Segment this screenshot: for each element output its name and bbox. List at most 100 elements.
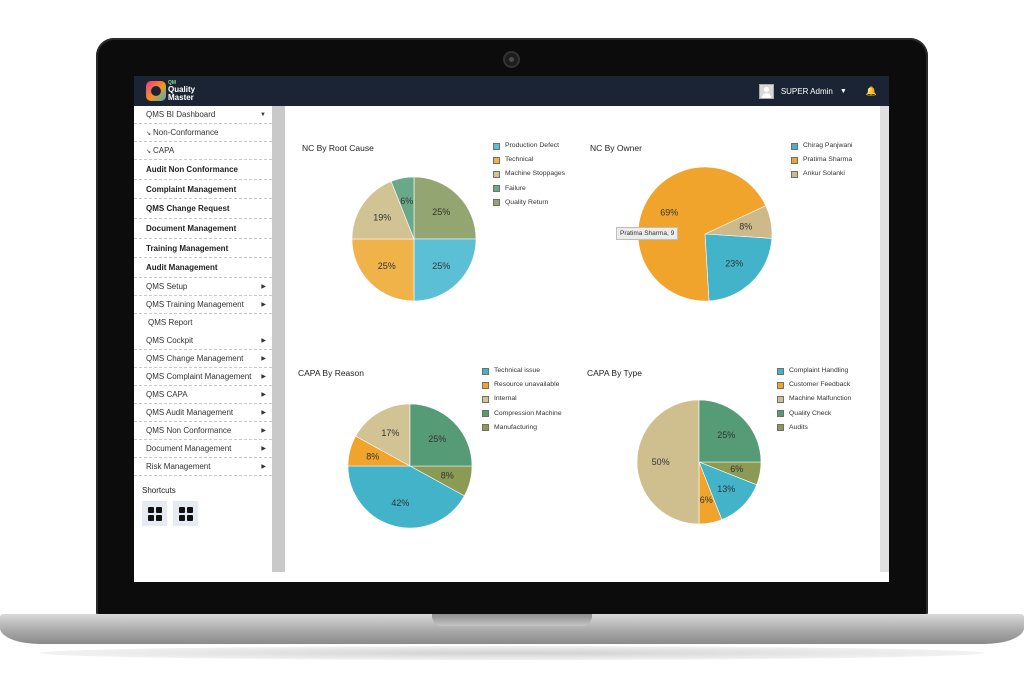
sidebar-item[interactable]: Complaint Management — [134, 180, 272, 200]
legend-label: Quality Return — [505, 198, 549, 206]
legend-label: Technical issue — [494, 367, 541, 374]
legend-item[interactable]: Manufacturing — [482, 421, 562, 435]
legend-label: Production Defect — [505, 142, 560, 149]
legend-item[interactable]: Complaint Handling — [777, 364, 851, 378]
pie-slice-label: 25% — [432, 261, 450, 271]
sidebar-item[interactable]: Risk Management ▶ — [134, 458, 272, 477]
logo-icon[interactable] — [146, 81, 166, 101]
pie-slice-label: 19% — [373, 212, 391, 222]
pie-slice[interactable] — [409, 403, 473, 467]
main-scrollbar[interactable] — [880, 106, 889, 572]
sidebar-item[interactable]: Document Management — [134, 219, 272, 239]
sidebar-item[interactable]: Audit Non Conformance — [134, 160, 272, 180]
pie-slice[interactable] — [637, 166, 767, 302]
pie-slice[interactable] — [390, 176, 415, 240]
legend-item[interactable]: Customer Feedback — [777, 378, 851, 392]
pie-capa-reason: 8% 42% 8% 17% 25% — [347, 403, 473, 529]
caret-down-icon[interactable]: ▼ — [839, 88, 847, 95]
pie-slice[interactable] — [351, 180, 415, 240]
legend-label: Technical — [505, 156, 534, 164]
sidebar-item[interactable]: Document Management ▶ — [134, 440, 272, 459]
expand-arrow-icon: ↘ — [146, 149, 152, 155]
sidebar-item-label: Risk Management — [146, 462, 211, 472]
sidebar-item[interactable]: ↘ Non-Conformance — [134, 124, 272, 142]
caret-right-icon: ▶ — [261, 446, 266, 453]
sidebar-item-label: QMS BI Dashboard — [146, 110, 216, 119]
legend-swatch — [493, 170, 500, 178]
sidebar-item-label: QMS Audit Management — [146, 408, 234, 418]
webcam — [503, 51, 520, 68]
sidebar-item-label: Non-Conformance — [153, 128, 219, 137]
sidebar-scrollbar[interactable] — [272, 106, 285, 572]
sidebar-item-label: QMS Change Request — [146, 204, 230, 214]
sidebar: QMS BI Dashboard ▼ ↘ Non-Conformance ↘ CAPA Au… — [134, 106, 272, 582]
legend-item[interactable]: Internal — [482, 392, 562, 406]
sidebar-item[interactable]: ↘ CAPA — [134, 142, 272, 160]
pie-slice[interactable] — [347, 465, 465, 529]
legend-label: Quality Check — [789, 409, 832, 417]
sidebar-item-label: Training Management — [146, 243, 229, 253]
pie-slice[interactable] — [704, 233, 773, 302]
sidebar-item-label: QMS Non Conformance — [146, 426, 232, 436]
sidebar-item[interactable]: QMS Setup ▶ — [134, 278, 272, 297]
pie-slice[interactable] — [351, 238, 415, 302]
legend-item[interactable]: Production Defect — [493, 139, 565, 153]
logo[interactable]: QM Quality Master — [168, 80, 196, 102]
avatar[interactable] — [758, 84, 774, 99]
legend-label: Ankur Solanki — [803, 170, 845, 178]
user-menu[interactable]: SUPER Admin ▼ 🔔 — [758, 83, 877, 100]
sidebar-item-label: Document Management — [146, 444, 232, 454]
sidebar-item[interactable]: QMS Cockpit ▶ — [134, 332, 272, 351]
chart-tooltip: Pratima Sharma, 9 — [616, 227, 679, 240]
legend-item[interactable]: Technical issue — [482, 364, 562, 378]
legend-item[interactable]: Quality Check — [777, 407, 851, 421]
sidebar-item[interactable]: Audit Management — [134, 258, 272, 279]
caret-down-icon: ▼ — [260, 112, 266, 118]
sidebar-item[interactable]: Training Management — [134, 239, 272, 259]
legend-item[interactable]: Audits — [777, 421, 851, 435]
pie-slice-label: 23% — [725, 259, 743, 269]
pie-slice[interactable] — [698, 399, 762, 463]
laptop-shadow — [40, 646, 984, 660]
sidebar-item[interactable]: QMS Change Management ▶ — [134, 350, 272, 369]
sidebar-item[interactable]: QMS Report — [134, 314, 272, 332]
bell-icon[interactable]: 🔔 — [865, 86, 877, 96]
legend-item[interactable]: Chirag Panjwani — [791, 139, 853, 153]
chart-title-capa-type: CAPA By Type — [587, 368, 642, 378]
sidebar-item[interactable]: QMS Audit Management ▶ — [134, 404, 272, 423]
legend-swatch — [777, 410, 784, 418]
caret-right-icon: ▶ — [261, 392, 266, 399]
legend-swatch — [493, 185, 500, 193]
pie-slice[interactable] — [636, 399, 700, 525]
sidebar-item[interactable]: QMS BI Dashboard ▼ — [134, 106, 272, 124]
pie-slice[interactable] — [355, 403, 411, 467]
sidebar-item[interactable]: QMS CAPA ▶ — [134, 386, 272, 405]
caret-right-icon: ▶ — [261, 284, 266, 291]
user-name[interactable]: SUPER Admin — [780, 87, 833, 96]
sidebar-item[interactable]: QMS Change Request — [134, 199, 272, 220]
sidebar-item-label: QMS Training Management — [146, 300, 244, 310]
shortcut-grid-icon[interactable] — [142, 501, 167, 527]
legend-item[interactable]: Machine Malfunction — [777, 392, 851, 406]
legend-label: Machine Stoppages — [505, 170, 566, 178]
sidebar-item[interactable]: QMS Training Management ▶ — [134, 296, 272, 315]
legend-item[interactable]: Quality Return — [493, 196, 565, 210]
legend-item[interactable]: Pratima Sharma — [791, 153, 853, 167]
legend-item[interactable]: Machine Stoppages — [493, 167, 565, 181]
legend-item[interactable]: Ankur Solanki — [791, 167, 853, 181]
legend-item[interactable]: Resource unavailable — [482, 378, 562, 392]
shortcut-grid-icon[interactable] — [173, 501, 198, 527]
legend-item[interactable]: Technical — [493, 153, 565, 167]
legend-swatch — [482, 410, 489, 418]
caret-right-icon: ▶ — [261, 338, 266, 345]
legend-label: Chirag Panjwani — [803, 142, 853, 149]
legend-item[interactable]: Failure — [493, 182, 565, 196]
legend-item[interactable]: Compression Machine — [482, 407, 562, 421]
sidebar-item[interactable]: QMS Complaint Management ▶ — [134, 368, 272, 387]
sidebar-item[interactable]: QMS Non Conformance ▶ — [134, 422, 272, 441]
caret-right-icon: ▶ — [261, 374, 266, 381]
pie-slice[interactable] — [413, 238, 477, 302]
pie-slice[interactable] — [413, 176, 477, 240]
caret-right-icon: ▶ — [261, 302, 266, 309]
legend-swatch — [493, 142, 500, 150]
